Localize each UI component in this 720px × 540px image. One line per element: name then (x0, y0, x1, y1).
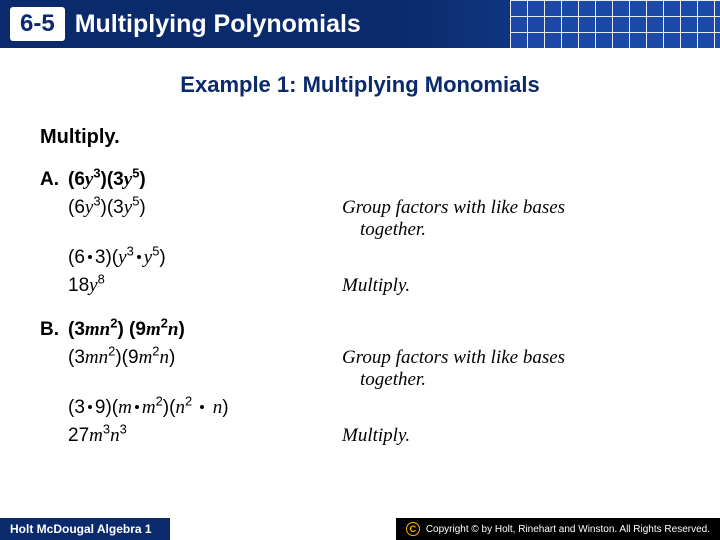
section-number-badge: 6-5 (10, 7, 65, 41)
problem-a-step-1-expr: (6y3)(3y5) (40, 197, 330, 241)
problem-a-letter: A. (40, 169, 68, 191)
problem-b-step-1-note: Group factors with like bases together. (330, 347, 692, 391)
footer-publisher: Holt McDougal Algebra 1 (0, 518, 170, 540)
problem-b-given: (3mn2) (9m2n) (68, 319, 185, 341)
instruction-text: Multiply. (40, 126, 692, 149)
problem-a-header: A. (6y3)(3y5) (40, 169, 692, 191)
problem-b-step-3: 27m3n3 Multiply. (40, 425, 692, 447)
problem-a-step-3-note: Multiply. (330, 275, 692, 297)
problem-b-step-1-expr: (3mn2)(9m2n) (40, 347, 330, 391)
problem-b-step-3-note: Multiply. (330, 425, 692, 447)
problem-b-step-2: (39)(mm2)(n2 n) (40, 397, 692, 419)
slide-header: 6-5 Multiplying Polynomials (0, 0, 720, 48)
problem-a-step-3-expr: 18y8 (40, 275, 330, 297)
problem-b-step-2-note (330, 397, 692, 419)
header-grid-decoration (510, 0, 720, 48)
problem-b-step-3-expr: 27m3n3 (40, 425, 330, 447)
slide-content: Multiply. A. (6y3)(3y5) (6y3)(3y5) Group… (0, 126, 720, 447)
problem-b-letter: B. (40, 319, 68, 341)
problem-a-step-1: (6y3)(3y5) Group factors with like bases… (40, 197, 692, 241)
footer-copyright: C Copyright © by Holt, Rinehart and Wins… (396, 518, 720, 540)
problem-a-step-2: (63)(y3y5) (40, 247, 692, 269)
problem-b-step-1: (3mn2)(9m2n) Group factors with like bas… (40, 347, 692, 391)
section-title: Multiplying Polynomials (75, 10, 361, 39)
problem-b-step-2-expr: (39)(mm2)(n2 n) (40, 397, 330, 419)
problem-a-step-2-note (330, 247, 692, 269)
problem-a-step-3: 18y8 Multiply. (40, 275, 692, 297)
copyright-icon: C (406, 522, 420, 536)
example-title: Example 1: Multiplying Monomials (0, 72, 720, 98)
footer-copyright-text: Copyright © by Holt, Rinehart and Winsto… (426, 524, 710, 535)
problem-a-step-1-note: Group factors with like bases together. (330, 197, 692, 241)
problem-a-step-2-expr: (63)(y3y5) (40, 247, 330, 269)
slide-footer: Holt McDougal Algebra 1 C Copyright © by… (0, 518, 720, 540)
problem-a-given: (6y3)(3y5) (68, 169, 146, 191)
problem-b-header: B. (3mn2) (9m2n) (40, 319, 692, 341)
